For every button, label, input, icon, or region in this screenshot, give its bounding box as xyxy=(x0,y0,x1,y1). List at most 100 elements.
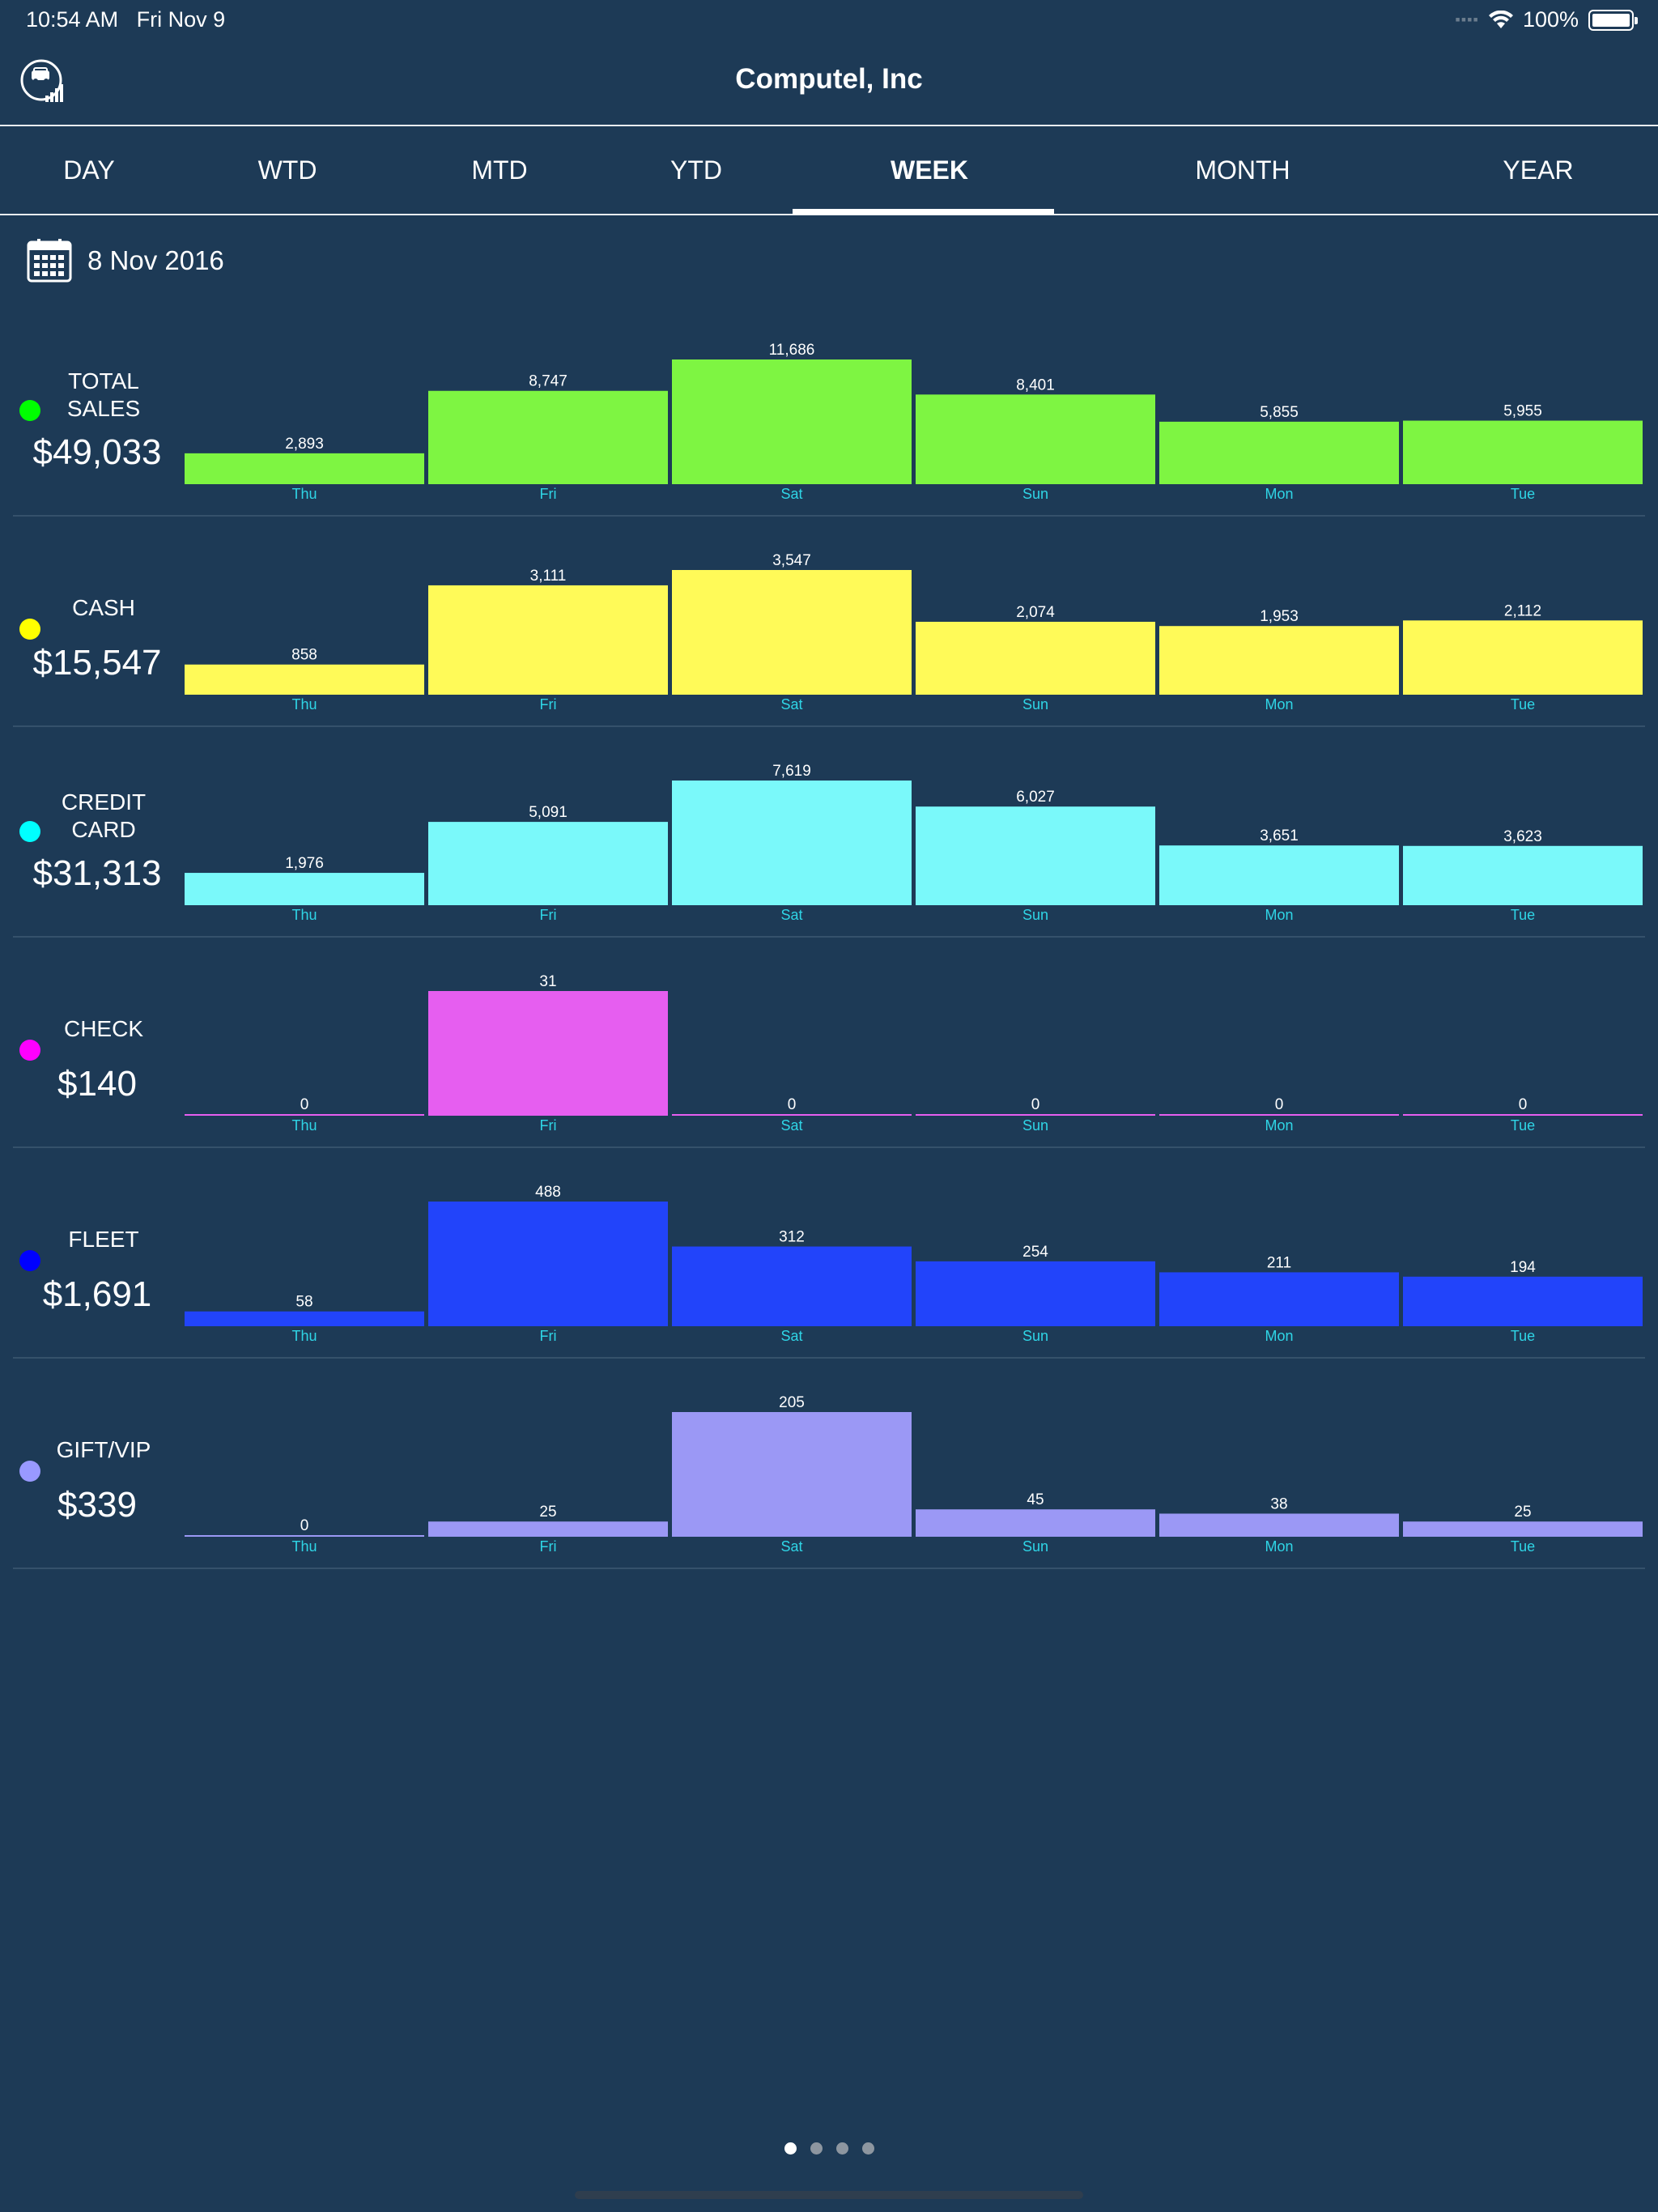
metric-total: $49,033 xyxy=(32,432,162,472)
bar-value-label: 25 xyxy=(1514,1504,1531,1521)
metric-label-line: TOTAL xyxy=(68,368,139,393)
x-tick-label: Sun xyxy=(1022,696,1048,713)
bar-mon[interactable] xyxy=(1159,845,1399,905)
bar-value-label: 0 xyxy=(1275,1096,1284,1113)
bar-value-label: 0 xyxy=(788,1096,797,1113)
bar-value-label: 5,855 xyxy=(1260,404,1299,421)
bar-thu[interactable] xyxy=(185,873,424,905)
bar-mon[interactable] xyxy=(1159,1272,1399,1326)
metric-section-total-sales[interactable]: TOTAL SALES $49,033 2,893 Thu 8,747 Fri 11,686 S… xyxy=(0,306,1658,517)
x-tick-label: Thu xyxy=(291,907,317,923)
section-divider xyxy=(13,1568,1645,1569)
bar-thu[interactable] xyxy=(185,1114,424,1116)
calendar-icon xyxy=(27,239,72,283)
bar-mon[interactable] xyxy=(1159,626,1399,695)
x-tick-label: Mon xyxy=(1265,486,1293,502)
bar-fri[interactable] xyxy=(428,1202,668,1326)
legend-dot xyxy=(19,1040,40,1061)
section-divider xyxy=(13,515,1645,517)
x-tick-label: Tue xyxy=(1511,1538,1535,1555)
metric-label-line: CHECK xyxy=(63,1016,143,1041)
bar-chart-fleet: 58 Thu 488 Fri 312 Sat 254 Sun 211 Mon 194 Tue xyxy=(185,1184,1643,1344)
tab-ytd[interactable]: YTD xyxy=(670,155,722,185)
bar-sun[interactable] xyxy=(916,621,1155,695)
bar-tue[interactable] xyxy=(1403,1521,1643,1537)
bar-tue[interactable] xyxy=(1403,1276,1643,1326)
bar-value-label: 0 xyxy=(300,1096,309,1113)
bar-sat[interactable] xyxy=(672,1412,912,1537)
bar-fri[interactable] xyxy=(428,991,668,1116)
bar-sun[interactable] xyxy=(916,1114,1155,1116)
bar-fri[interactable] xyxy=(428,1521,668,1537)
x-tick-label: Sun xyxy=(1022,907,1048,923)
bar-value-label: 1,976 xyxy=(285,855,324,872)
metric-label-line: CASH xyxy=(72,595,135,620)
bar-sat[interactable] xyxy=(672,1114,912,1116)
tab-wtd[interactable]: WTD xyxy=(257,155,317,185)
status-right: ▪▪▪▪ 100% xyxy=(1455,7,1638,32)
bar-mon[interactable] xyxy=(1159,1513,1399,1537)
bar-thu[interactable] xyxy=(185,664,424,695)
page-indicator[interactable] xyxy=(0,2142,1658,2155)
metric-section-credit-card[interactable]: CREDIT CARD $31,313 1,976 Thu 5,091 Fri 7,619 Sa… xyxy=(0,727,1658,938)
tab-year[interactable]: YEAR xyxy=(1503,155,1574,185)
x-tick-label: Mon xyxy=(1265,1117,1293,1134)
bar-fri[interactable] xyxy=(428,390,668,484)
metric-label: CREDIT CARD xyxy=(47,789,160,844)
bar-value-label: 3,651 xyxy=(1260,827,1299,844)
bar-value-label: 3,547 xyxy=(772,552,811,569)
bar-tue[interactable] xyxy=(1403,420,1643,484)
bar-value-label: 5,091 xyxy=(529,804,568,821)
x-tick-label: Fri xyxy=(540,1538,557,1555)
metric-section-gift-vip[interactable]: GIFT/VIP $339 0 Thu 25 Fri 205 Sat 45 Sun 38 Mon 25 T… xyxy=(0,1359,1658,1569)
bar-mon[interactable] xyxy=(1159,1114,1399,1116)
date-selector[interactable]: 8 Nov 2016 xyxy=(26,236,224,285)
bar-sun[interactable] xyxy=(916,806,1155,905)
bar-sat[interactable] xyxy=(672,570,912,695)
page-dot-2[interactable] xyxy=(810,2142,823,2155)
bar-sat[interactable] xyxy=(672,359,912,484)
metric-label-line: CREDIT xyxy=(61,789,147,815)
metric-section-check[interactable]: CHECK $140 0 Thu 31 Fri 0 Sat 0 Sun 0 Mon 0 Tue xyxy=(0,938,1658,1148)
selected-date: 8 Nov 2016 xyxy=(87,245,224,275)
x-tick-label: Sat xyxy=(780,1328,802,1344)
bar-value-label: 8,401 xyxy=(1016,376,1055,393)
bar-tue[interactable] xyxy=(1403,1114,1643,1116)
bar-sat[interactable] xyxy=(672,781,912,905)
bar-tue[interactable] xyxy=(1403,845,1643,905)
tab-week[interactable]: WEEK xyxy=(891,155,968,185)
bar-mon[interactable] xyxy=(1159,421,1399,484)
bar-value-label: 0 xyxy=(1519,1096,1528,1113)
x-tick-label: Mon xyxy=(1265,907,1293,923)
bar-value-label: 211 xyxy=(1267,1254,1291,1271)
tab-mtd[interactable]: MTD xyxy=(471,155,528,185)
metric-section-cash[interactable]: CASH $15,547 858 Thu 3,111 Fri 3,547 Sat 2,074 Su… xyxy=(0,517,1658,727)
bar-sun[interactable] xyxy=(916,1509,1155,1537)
bar-sat[interactable] xyxy=(672,1246,912,1326)
cellular-signal-icon: ▪▪▪▪ xyxy=(1455,11,1479,28)
bar-fri[interactable] xyxy=(428,585,668,695)
bar-sun[interactable] xyxy=(916,394,1155,484)
metric-section-fleet[interactable]: FLEET $1,691 58 Thu 488 Fri 312 Sat 254 Sun 211 Mon… xyxy=(0,1148,1658,1359)
page-dot-4[interactable] xyxy=(861,2142,874,2155)
x-tick-label: Sun xyxy=(1022,1538,1048,1555)
tab-month[interactable]: MONTH xyxy=(1195,155,1290,185)
bar-thu[interactable] xyxy=(185,1311,424,1326)
bar-thu[interactable] xyxy=(185,1535,424,1537)
x-tick-label: Tue xyxy=(1511,696,1535,713)
metric-total: $140 xyxy=(57,1064,137,1104)
section-divider xyxy=(13,1146,1645,1148)
legend-dot xyxy=(19,1250,40,1271)
tab-day[interactable]: DAY xyxy=(63,155,115,185)
bar-value-label: 2,112 xyxy=(1504,602,1541,619)
x-tick-label: Mon xyxy=(1265,696,1293,713)
bar-thu[interactable] xyxy=(185,453,424,484)
app-logo-icon[interactable] xyxy=(19,58,66,105)
bar-sun[interactable] xyxy=(916,1261,1155,1326)
bar-chart-total-sales: 2,893 Thu 8,747 Fri 11,686 Sat 8,401 Sun 5,855 Mo… xyxy=(185,342,1643,502)
bar-fri[interactable] xyxy=(428,822,668,905)
page-dot-3[interactable] xyxy=(835,2142,848,2155)
metric-label-line: CARD xyxy=(71,817,136,842)
bar-tue[interactable] xyxy=(1403,620,1643,695)
page-dot-1[interactable] xyxy=(784,2142,797,2155)
